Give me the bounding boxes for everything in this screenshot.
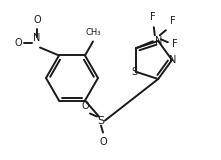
- Text: F: F: [170, 16, 176, 26]
- Text: S: S: [97, 116, 105, 125]
- Text: O: O: [99, 136, 107, 147]
- Text: CH₃: CH₃: [85, 28, 101, 37]
- Text: F: F: [150, 12, 156, 22]
- Text: O: O: [33, 16, 41, 25]
- Text: N: N: [156, 36, 163, 46]
- Text: N: N: [169, 55, 177, 65]
- Text: S: S: [132, 67, 138, 77]
- Text: O: O: [14, 39, 22, 48]
- Text: N: N: [33, 33, 41, 44]
- Text: O: O: [81, 100, 89, 111]
- Text: F: F: [172, 39, 178, 49]
